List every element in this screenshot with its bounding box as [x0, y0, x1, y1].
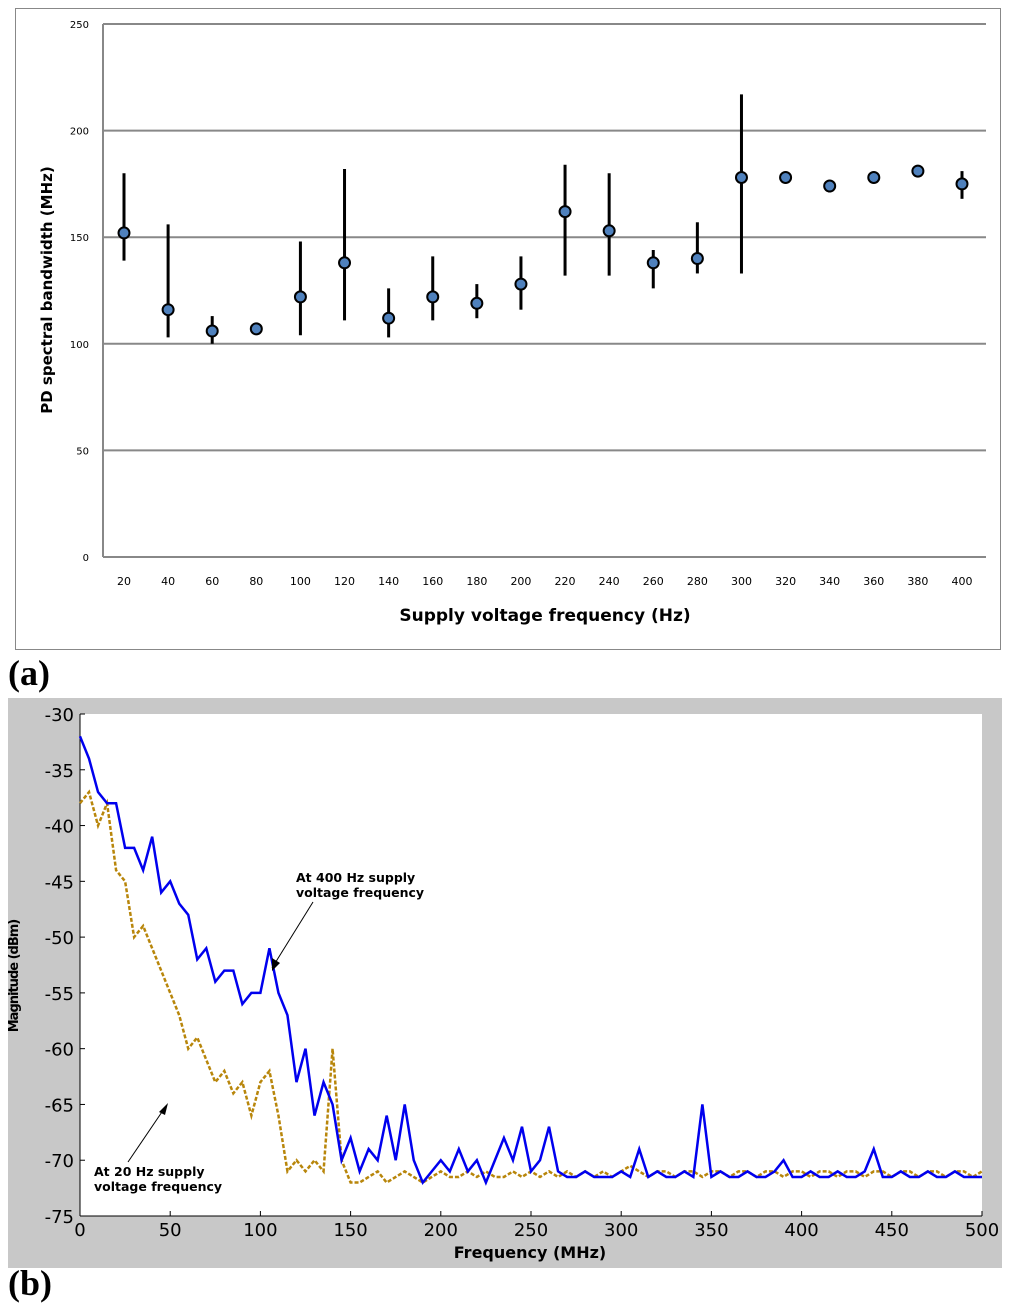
svg-text:voltage frequency: voltage frequency — [296, 885, 424, 900]
x-tick-label: 100 — [290, 575, 311, 588]
x-tick-label: 200 — [510, 575, 531, 588]
x-tick-label: 20 — [117, 575, 131, 588]
y-tick-label: -55 — [45, 984, 74, 1005]
y-tick-label: 100 — [70, 340, 89, 351]
x-tick-label: 380 — [907, 575, 928, 588]
x-tick-label: 120 — [334, 575, 355, 588]
x-tick-label: 400 — [952, 575, 973, 588]
data-point — [249, 322, 263, 336]
data-point — [823, 179, 837, 193]
svg-text:voltage frequency: voltage frequency — [94, 1179, 222, 1194]
y-tick-label: 0 — [83, 553, 89, 564]
x-tick-label: 180 — [466, 575, 487, 588]
y-axis-label: PD spectral bandwidth (MHz) — [38, 166, 56, 413]
data-point — [734, 171, 748, 185]
x-tick-label: 350 — [694, 1220, 728, 1241]
data-point — [779, 171, 793, 185]
y-tick-label: -75 — [45, 1207, 74, 1228]
y-tick-label: -70 — [45, 1151, 74, 1172]
annotation-400hz: At 400 Hz supply voltage frequency — [271, 870, 424, 971]
x-axis-label-b: Frequency (MHz) — [454, 1243, 606, 1262]
x-tick-label: 300 — [731, 575, 752, 588]
x-tick-label: 400 — [784, 1220, 818, 1241]
x-tick-label: 240 — [599, 575, 620, 588]
data-point — [602, 224, 616, 238]
y-tick-label: -60 — [45, 1040, 74, 1061]
series-line — [78, 735, 982, 1186]
data-point — [161, 303, 175, 317]
x-tick-label: 280 — [687, 575, 708, 588]
data-point — [558, 205, 572, 219]
data-point — [470, 296, 484, 310]
data-point — [955, 177, 969, 191]
x-tick-label: 150 — [333, 1220, 367, 1241]
data-point — [205, 324, 219, 338]
data-point — [867, 171, 881, 185]
x-tick-label: 80 — [249, 575, 263, 588]
chart-a: 0 50 100 150 200 250 20 40 60 80 100 120 140 160 180 20… — [38, 20, 986, 626]
x-axis-label: Supply voltage frequency (Hz) — [399, 606, 690, 626]
y-tick-label: -65 — [45, 1095, 74, 1116]
y-tick-label: -45 — [45, 872, 74, 893]
y-tick-label: -50 — [45, 928, 74, 949]
x-tick-label: 260 — [643, 575, 664, 588]
x-tick-label: 60 — [205, 575, 219, 588]
data-point — [690, 252, 704, 266]
plot-area — [80, 714, 982, 1216]
y-tick-label: 50 — [76, 446, 89, 457]
x-tick-label: 50 — [159, 1220, 182, 1241]
x-tick-label: 340 — [819, 575, 840, 588]
x-tick-label: 40 — [161, 575, 175, 588]
x-tick-label: 320 — [775, 575, 796, 588]
data-point — [117, 226, 131, 240]
chart-b: -30 -35 -40 -45 -50 -55 -60 -65 -70 -750 50 100 150 2… — [7, 705, 999, 1262]
x-tick-label: 500 — [965, 1220, 999, 1241]
data-point — [646, 256, 660, 270]
panel-label-a: (a) — [8, 653, 50, 693]
y-tick-label: 150 — [70, 233, 89, 244]
svg-text:At 400 Hz supply: At 400 Hz supply — [296, 870, 415, 885]
y-tick-label: -40 — [45, 817, 74, 838]
x-tick-label: 140 — [378, 575, 399, 588]
annotation-20hz: At 20 Hz supply voltage frequency — [94, 1103, 222, 1194]
y-tick-label: -35 — [45, 761, 74, 782]
panel-label-b: (b) — [8, 1263, 52, 1303]
svg-text:At 20 Hz supply: At 20 Hz supply — [94, 1164, 205, 1179]
y-tick-label: -30 — [45, 705, 74, 726]
data-point — [338, 256, 352, 270]
y-tick-label: 200 — [70, 127, 89, 138]
x-tick-label: 450 — [875, 1220, 909, 1241]
data-point — [382, 311, 396, 325]
x-tick-label: 300 — [604, 1220, 638, 1241]
data-point — [514, 277, 528, 291]
x-tick-label: 0 — [74, 1220, 85, 1241]
x-tick-label: 250 — [514, 1220, 548, 1241]
data-point — [911, 164, 925, 178]
chart-a-frame — [15, 8, 1001, 650]
x-tick-label: 220 — [555, 575, 576, 588]
x-tick-label: 200 — [424, 1220, 458, 1241]
data-point — [426, 290, 440, 304]
y-tick-label: 250 — [70, 20, 89, 31]
x-tick-label: 360 — [863, 575, 884, 588]
x-tick-label: 160 — [422, 575, 443, 588]
x-tick-label: 100 — [243, 1220, 277, 1241]
y-axis-label-b: Magnitude (dBm) — [7, 920, 22, 1033]
data-point — [293, 290, 307, 304]
